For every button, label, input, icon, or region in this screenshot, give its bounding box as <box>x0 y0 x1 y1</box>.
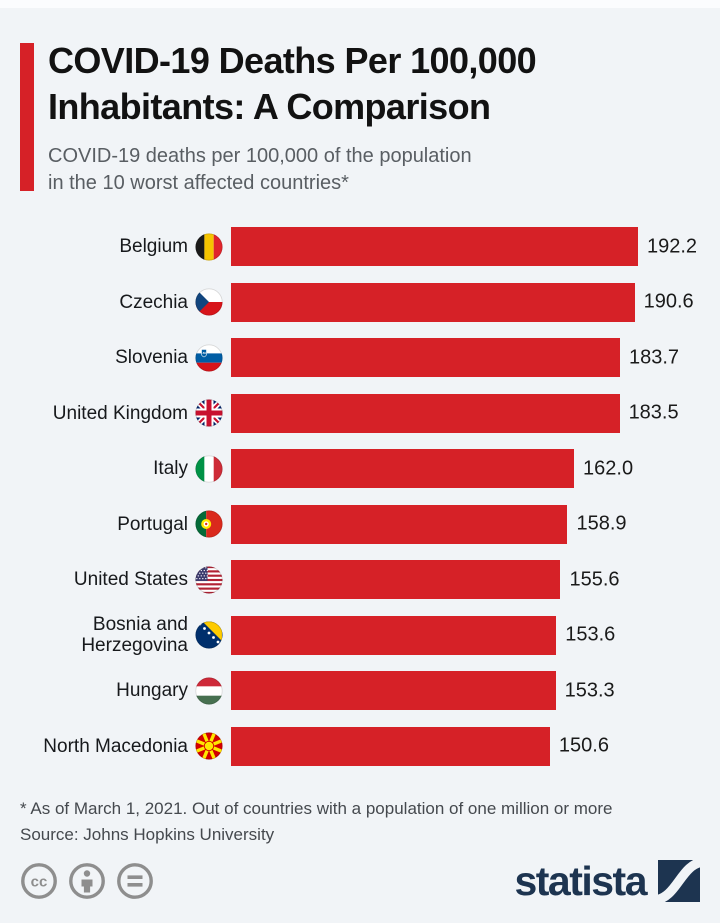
footnote-block: * As of March 1, 2021. Out of countries … <box>20 796 700 848</box>
bar-row: North Macedonia 150.6 <box>20 719 700 775</box>
header: COVID-19 Deaths Per 100,000 Inhabitants:… <box>48 38 700 197</box>
value-label: 155.6 <box>569 568 620 591</box>
value-label: 183.7 <box>629 346 680 369</box>
bar-track: 150.6 <box>231 726 638 766</box>
bar-track: 192.2 <box>231 227 697 267</box>
bosnia-herzegovina-flag-icon <box>195 621 223 649</box>
bar-row: Hungary 153.3 <box>20 663 700 719</box>
bottom-bar: cc statista <box>20 856 700 906</box>
bar-row: Portugal 158.9 <box>20 497 700 553</box>
country-label: North Macedonia <box>43 735 188 757</box>
bar-chart: Belgium 192.2 Czechia 190.6 Slovenia 183.7 Uni… <box>20 219 700 774</box>
bar <box>231 726 550 766</box>
bar <box>231 282 635 322</box>
bar <box>231 615 557 655</box>
united-states-flag-icon <box>195 566 223 594</box>
bar-row: Bosnia and Herzegovina 153.6 <box>20 608 700 664</box>
bar-track: 190.6 <box>231 282 694 322</box>
bar-row: Belgium 192.2 <box>20 219 700 275</box>
bar-row: United States 155.6 <box>20 552 700 608</box>
bar-row: Italy 162.0 <box>20 441 700 497</box>
united-kingdom-flag-icon <box>195 399 223 427</box>
bar-track: 155.6 <box>231 560 638 600</box>
belgium-flag-icon <box>195 233 223 261</box>
statista-brand: statista <box>514 860 700 902</box>
bar <box>231 449 575 489</box>
bar-row: United Kingdom 183.5 <box>20 386 700 442</box>
title-line-2: Inhabitants: A Comparison <box>48 86 491 127</box>
value-label: 158.9 <box>576 512 627 535</box>
country-label: Italy <box>153 458 188 480</box>
country-label: United Kingdom <box>52 402 188 424</box>
value-label: 162.0 <box>583 457 634 480</box>
country-label: Belgium <box>119 236 188 258</box>
statista-logo-icon <box>658 860 700 902</box>
cc-icon: cc <box>20 862 58 900</box>
slovenia-flag-icon <box>195 344 223 372</box>
top-edge-strip <box>0 0 720 8</box>
page-subtitle: COVID-19 deaths per 100,000 of the popul… <box>48 143 700 197</box>
country-label: Hungary <box>116 680 188 702</box>
hungary-flag-icon <box>195 677 223 705</box>
bar-track: 162.0 <box>231 449 638 489</box>
equals-icon <box>116 862 154 900</box>
north-macedonia-flag-icon <box>195 732 223 760</box>
creative-commons-icons: cc <box>20 862 164 900</box>
svg-text:cc: cc <box>31 874 48 891</box>
bar-track: 158.9 <box>231 504 638 544</box>
attribution-icon <box>68 862 106 900</box>
bar <box>231 671 556 711</box>
country-label: Slovenia <box>115 347 188 369</box>
title-accent-bar <box>20 43 34 191</box>
value-label: 190.6 <box>643 290 694 313</box>
statista-wordmark: statista <box>514 858 647 904</box>
bar-row: Slovenia 183.7 <box>20 330 700 386</box>
footnote-text: * As of March 1, 2021. Out of countries … <box>20 799 613 818</box>
czechia-flag-icon <box>195 288 223 316</box>
subtitle-line-2: in the 10 worst affected countries* <box>48 172 349 194</box>
bar-track: 183.7 <box>231 338 679 378</box>
country-label: Bosnia and Herzegovina <box>81 614 188 657</box>
bar <box>231 338 620 378</box>
value-label: 153.3 <box>564 679 615 702</box>
bar <box>231 393 620 433</box>
bar-track: 183.5 <box>231 393 679 433</box>
subtitle-line-1: COVID-19 deaths per 100,000 of the popul… <box>48 145 472 167</box>
value-label: 192.2 <box>647 235 698 258</box>
bar-row: Czechia 190.6 <box>20 275 700 331</box>
value-label: 153.6 <box>565 623 616 646</box>
bar-track: 153.3 <box>231 671 638 711</box>
bar <box>231 504 568 544</box>
portugal-flag-icon <box>195 510 223 538</box>
italy-flag-icon <box>195 455 223 483</box>
value-label: 150.6 <box>558 734 609 757</box>
country-label: Portugal <box>117 513 188 535</box>
bar <box>231 560 561 600</box>
value-label: 183.5 <box>628 401 679 424</box>
bar-track: 153.6 <box>231 615 638 655</box>
country-label: United States <box>73 569 188 591</box>
bar <box>231 227 638 267</box>
page-title: COVID-19 Deaths Per 100,000 Inhabitants:… <box>48 38 700 130</box>
country-label: Czechia <box>119 291 188 313</box>
title-line-1: COVID-19 Deaths Per 100,000 <box>48 40 537 81</box>
source-text: Source: Johns Hopkins University <box>20 825 275 844</box>
